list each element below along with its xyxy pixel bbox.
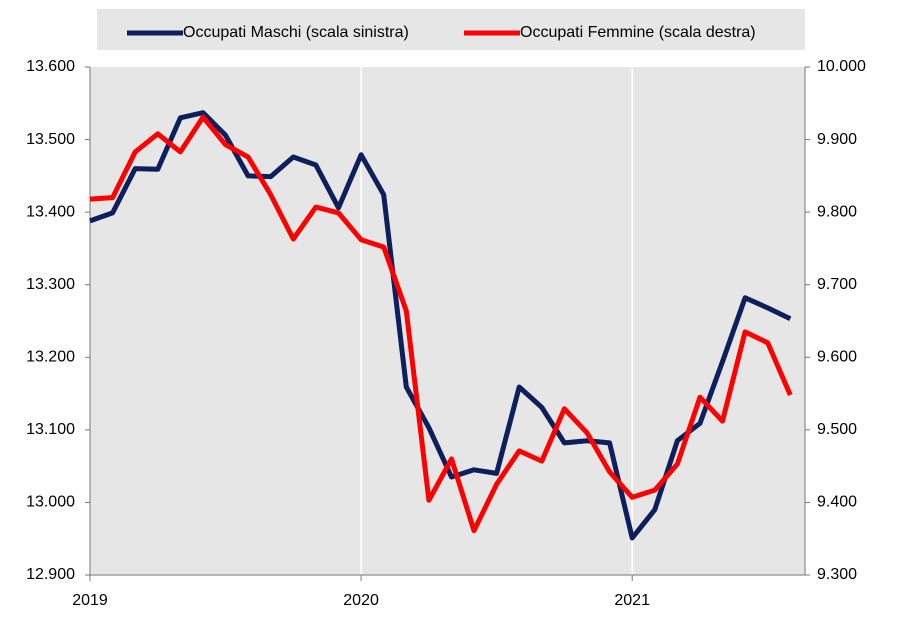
y-tick-label: 13.500 [26,131,75,148]
x-tick-label: 2019 [72,592,108,609]
y-tick-label: 12.900 [26,566,75,583]
legend-label: Occupati Maschi (scala sinistra) [183,24,409,41]
y-tick-label: 13.300 [26,276,75,293]
x-tick-label: 2020 [343,592,379,609]
y-tick-label: 13.200 [26,349,75,366]
series-line [89,110,792,541]
y-tick-label: 13.000 [26,494,75,511]
y2-tick-label: 9.500 [817,421,857,438]
plot-area [90,67,805,575]
y2-tick-label: 9.800 [817,203,857,220]
series-line [89,114,793,534]
y2-tick-label: 9.600 [817,349,857,366]
x-tick-label: 2021 [614,592,650,609]
y-tick-label: 13.100 [26,421,75,438]
y2-tick-label: 9.700 [817,276,857,293]
legend-box [97,9,805,50]
legend-label: Occupati Femmine (scala destra) [520,24,756,41]
y2-tick-label: 9.400 [817,494,857,511]
y2-tick-label: 9.300 [817,566,857,583]
y2-tick-label: 9.900 [817,131,857,148]
y-tick-label: 13.600 [26,58,75,75]
y-tick-label: 13.400 [26,203,75,220]
y2-tick-label: 10.000 [817,58,866,75]
